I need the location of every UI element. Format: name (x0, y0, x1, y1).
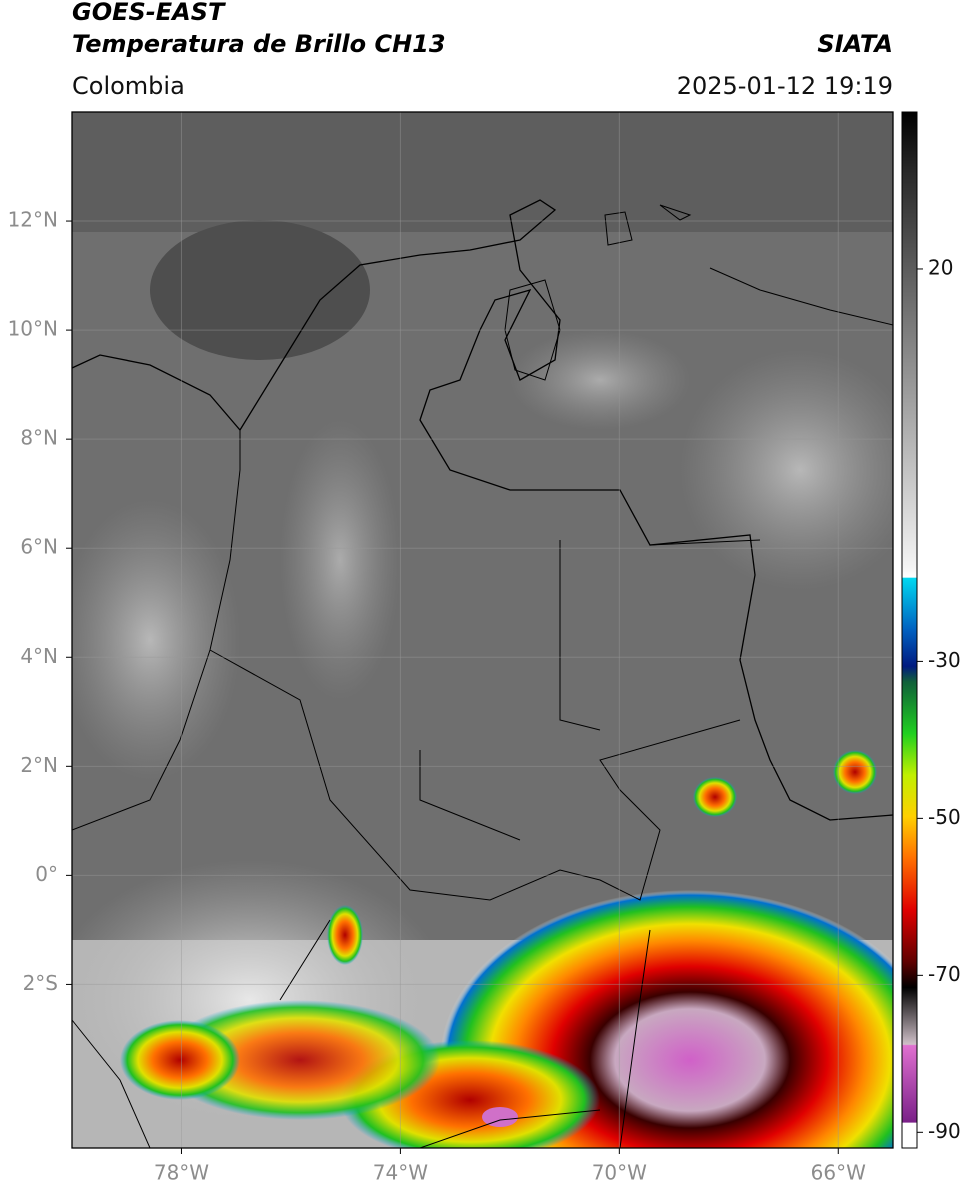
y-tick-label: 6°N (20, 535, 58, 559)
x-tick-label: 78°W (154, 1161, 209, 1185)
region: Colombia (72, 72, 185, 100)
graticule (72, 112, 893, 1148)
cold-top (482, 1107, 518, 1127)
cloud (72, 500, 240, 780)
y-tick-label: 12°N (8, 208, 58, 232)
dry-region (150, 220, 370, 360)
subtitle: Temperatura de Brillo CH13 (72, 30, 446, 58)
storm-cell (693, 777, 737, 817)
borders (72, 430, 761, 1148)
datetime: 2025-01-12 19:19 (677, 72, 893, 100)
cloud (510, 330, 690, 430)
storm-cell (160, 1000, 440, 1120)
coast-features (504, 204, 893, 381)
storm-cell (327, 905, 363, 965)
colorbar-label: 20 (928, 255, 953, 279)
y-tick-label: 2°S (23, 971, 58, 995)
x-tick-label: 70°W (592, 1161, 647, 1185)
cloud (680, 350, 893, 590)
colorbar-label: -50 (928, 805, 961, 829)
y-tick-label: 0° (35, 862, 58, 886)
storm-cell (833, 750, 877, 794)
y-tick-label: 8°N (20, 426, 58, 450)
satellite-image (72, 112, 893, 1148)
sea-dark (72, 112, 893, 232)
coastline-border (72, 199, 893, 821)
storm-cell (120, 1020, 240, 1100)
colorbar-label: -70 (928, 962, 961, 986)
y-tick-label: 2°N (20, 753, 58, 777)
title: GOES-EAST (72, 0, 226, 26)
colorbar (901, 111, 918, 1149)
source: SIATA (817, 30, 893, 58)
map-frame (71, 111, 894, 1149)
colorbar-label: -90 (928, 1119, 961, 1143)
cloud (280, 420, 400, 700)
y-tick-label: 10°N (8, 317, 58, 341)
x-tick-label: 66°W (811, 1161, 866, 1185)
y-tick-label: 4°N (20, 644, 58, 668)
colorbar-label: -30 (928, 648, 961, 672)
x-tick-label: 74°W (373, 1161, 428, 1185)
